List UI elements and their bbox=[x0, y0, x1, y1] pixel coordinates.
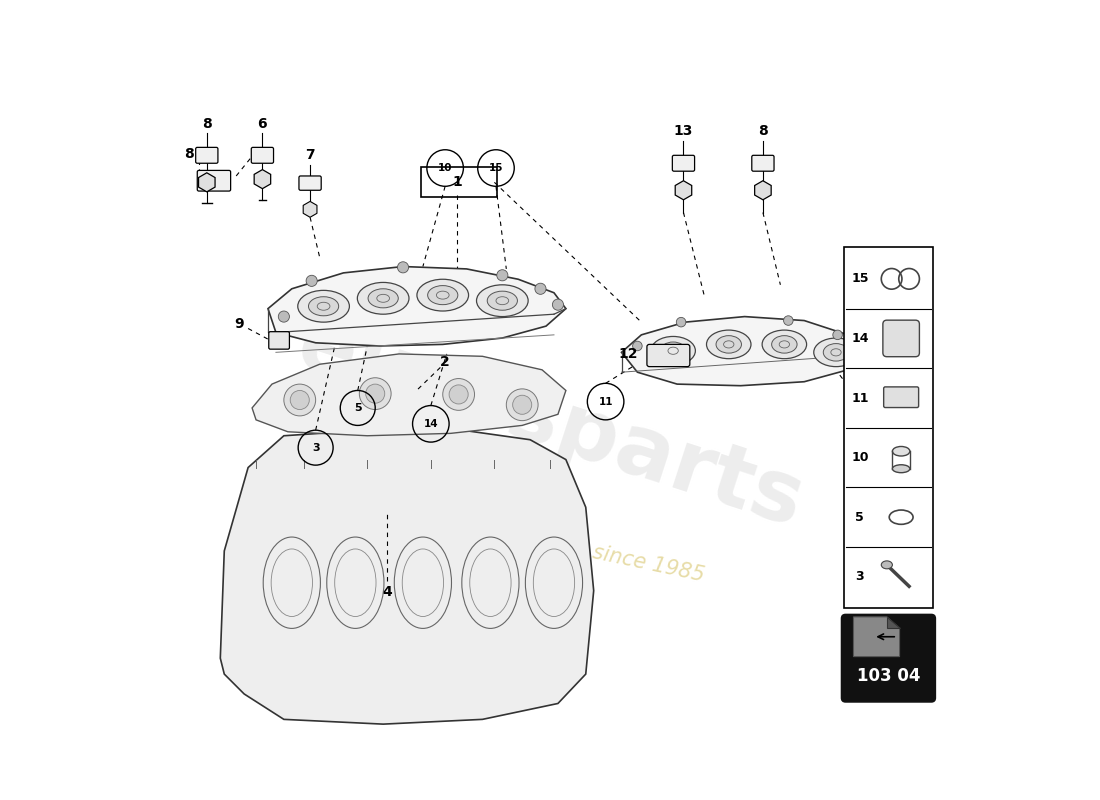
Ellipse shape bbox=[892, 446, 910, 456]
Text: 8: 8 bbox=[184, 146, 194, 161]
Circle shape bbox=[513, 395, 531, 414]
Circle shape bbox=[783, 316, 793, 326]
Ellipse shape bbox=[428, 286, 458, 305]
Polygon shape bbox=[268, 266, 565, 346]
FancyBboxPatch shape bbox=[883, 320, 920, 357]
Text: 14: 14 bbox=[424, 419, 438, 429]
Ellipse shape bbox=[892, 465, 910, 473]
Circle shape bbox=[833, 330, 843, 340]
Text: 5: 5 bbox=[354, 403, 362, 413]
Ellipse shape bbox=[660, 342, 686, 359]
FancyBboxPatch shape bbox=[197, 170, 231, 191]
Ellipse shape bbox=[308, 297, 339, 316]
Text: 11: 11 bbox=[598, 397, 613, 406]
Text: 3: 3 bbox=[856, 570, 865, 583]
Text: 12: 12 bbox=[618, 347, 638, 361]
FancyBboxPatch shape bbox=[842, 614, 935, 702]
Circle shape bbox=[306, 275, 317, 286]
Ellipse shape bbox=[716, 336, 741, 353]
Text: 1: 1 bbox=[452, 175, 462, 190]
Circle shape bbox=[449, 385, 469, 404]
Text: 13: 13 bbox=[674, 125, 693, 138]
Circle shape bbox=[278, 311, 289, 322]
Text: 7: 7 bbox=[306, 148, 315, 162]
FancyBboxPatch shape bbox=[268, 332, 289, 349]
FancyBboxPatch shape bbox=[751, 155, 774, 171]
Polygon shape bbox=[854, 617, 900, 657]
Circle shape bbox=[506, 389, 538, 421]
Ellipse shape bbox=[368, 289, 398, 308]
Ellipse shape bbox=[651, 337, 695, 365]
Ellipse shape bbox=[762, 330, 806, 358]
Text: 11: 11 bbox=[851, 391, 869, 405]
Circle shape bbox=[284, 384, 316, 416]
FancyBboxPatch shape bbox=[844, 247, 933, 608]
Ellipse shape bbox=[814, 338, 858, 366]
Text: 9: 9 bbox=[234, 317, 243, 330]
Polygon shape bbox=[252, 354, 565, 436]
Text: 15: 15 bbox=[488, 163, 503, 173]
Text: eurosparts: eurosparts bbox=[286, 303, 814, 545]
Text: 10: 10 bbox=[851, 451, 869, 464]
FancyBboxPatch shape bbox=[299, 176, 321, 190]
FancyBboxPatch shape bbox=[647, 344, 690, 366]
Ellipse shape bbox=[476, 285, 528, 317]
Circle shape bbox=[535, 283, 546, 294]
Circle shape bbox=[552, 299, 563, 310]
Text: 3: 3 bbox=[311, 442, 319, 453]
Ellipse shape bbox=[358, 282, 409, 314]
Circle shape bbox=[397, 262, 408, 273]
Ellipse shape bbox=[772, 336, 798, 353]
Ellipse shape bbox=[881, 561, 892, 569]
Text: 1: 1 bbox=[848, 383, 858, 398]
Text: 10: 10 bbox=[438, 163, 452, 173]
Circle shape bbox=[360, 378, 392, 410]
Ellipse shape bbox=[417, 279, 469, 311]
Polygon shape bbox=[220, 430, 594, 724]
Text: 15: 15 bbox=[851, 272, 869, 286]
FancyBboxPatch shape bbox=[251, 147, 274, 163]
Text: 4: 4 bbox=[383, 586, 392, 599]
Circle shape bbox=[676, 318, 686, 327]
FancyBboxPatch shape bbox=[196, 147, 218, 163]
Text: a passion for parts since 1985: a passion for parts since 1985 bbox=[394, 501, 706, 586]
Text: 103 04: 103 04 bbox=[857, 666, 921, 685]
Text: 8: 8 bbox=[758, 125, 768, 138]
Text: 5: 5 bbox=[856, 510, 865, 524]
Text: 8: 8 bbox=[202, 117, 211, 130]
Circle shape bbox=[365, 384, 385, 403]
Circle shape bbox=[849, 347, 858, 357]
Polygon shape bbox=[621, 317, 864, 386]
Text: 14: 14 bbox=[851, 332, 869, 345]
Ellipse shape bbox=[823, 343, 849, 361]
Polygon shape bbox=[887, 617, 900, 628]
Text: 6: 6 bbox=[257, 117, 267, 130]
Circle shape bbox=[632, 342, 642, 350]
Ellipse shape bbox=[706, 330, 751, 358]
Ellipse shape bbox=[487, 291, 517, 310]
Text: 2: 2 bbox=[440, 355, 450, 369]
FancyBboxPatch shape bbox=[672, 155, 694, 171]
Circle shape bbox=[497, 270, 508, 281]
Circle shape bbox=[290, 390, 309, 410]
Circle shape bbox=[442, 378, 474, 410]
Ellipse shape bbox=[298, 290, 350, 322]
FancyBboxPatch shape bbox=[883, 387, 918, 407]
